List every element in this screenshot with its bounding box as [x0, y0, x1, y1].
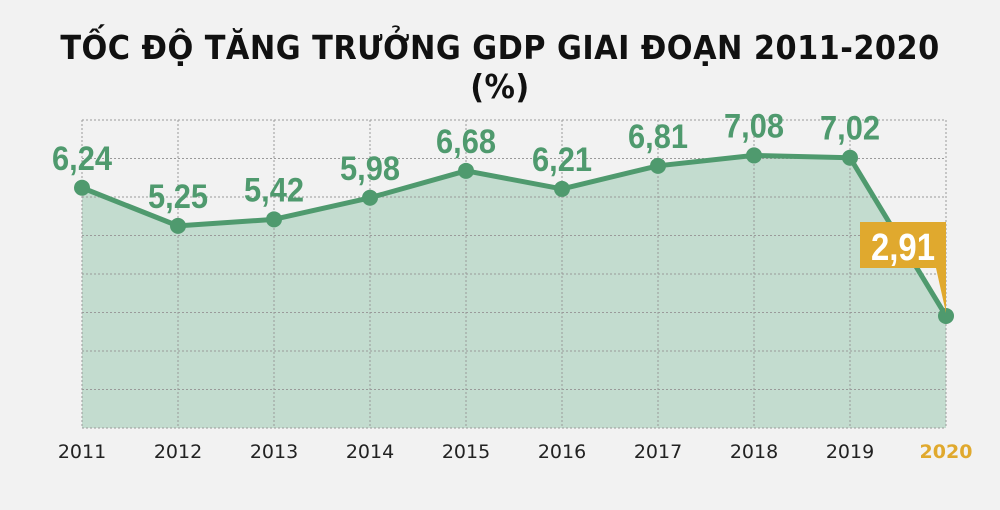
- data-label: 6,81: [628, 118, 688, 156]
- data-label: 5,42: [244, 171, 304, 209]
- x-tick-label: 2019: [826, 441, 874, 463]
- area-fill: [82, 155, 946, 429]
- data-label: 6,68: [436, 123, 496, 161]
- x-tick-label: 2015: [442, 441, 490, 463]
- data-point: [938, 307, 954, 324]
- highlight-callout: [860, 222, 946, 313]
- x-tick-label: 2014: [346, 441, 394, 463]
- data-point: [458, 162, 474, 179]
- data-point: [170, 217, 186, 234]
- data-label: 5,25: [148, 178, 208, 216]
- data-point: [554, 180, 570, 197]
- chart-title: TỐC ĐỘ TĂNG TRƯỞNG GDP GIAI ĐOẠN 2011-20…: [60, 28, 940, 106]
- series-line: [81, 152, 949, 318]
- data-label: 7,08: [724, 107, 784, 145]
- x-tick-label: 2018: [730, 441, 778, 463]
- data-label: 6,21: [532, 141, 592, 179]
- x-tick-label: 2017: [634, 441, 682, 463]
- x-tick-label: 2013: [250, 441, 298, 463]
- x-tick-label: 2012: [154, 441, 202, 463]
- data-point: [650, 157, 666, 174]
- data-label: 7,02: [820, 110, 880, 148]
- data-label: 2,91: [871, 227, 935, 269]
- data-point: [842, 149, 858, 166]
- data-point: [266, 211, 282, 228]
- x-tick-label: 2011: [58, 441, 106, 463]
- data-label: 6,24: [52, 140, 112, 178]
- data-label: 5,98: [340, 150, 400, 188]
- x-tick-label: 2016: [538, 441, 586, 463]
- data-point: [746, 147, 762, 164]
- x-tick-label: 2020: [920, 441, 973, 463]
- data-point: [362, 189, 378, 206]
- data-point: [74, 179, 90, 196]
